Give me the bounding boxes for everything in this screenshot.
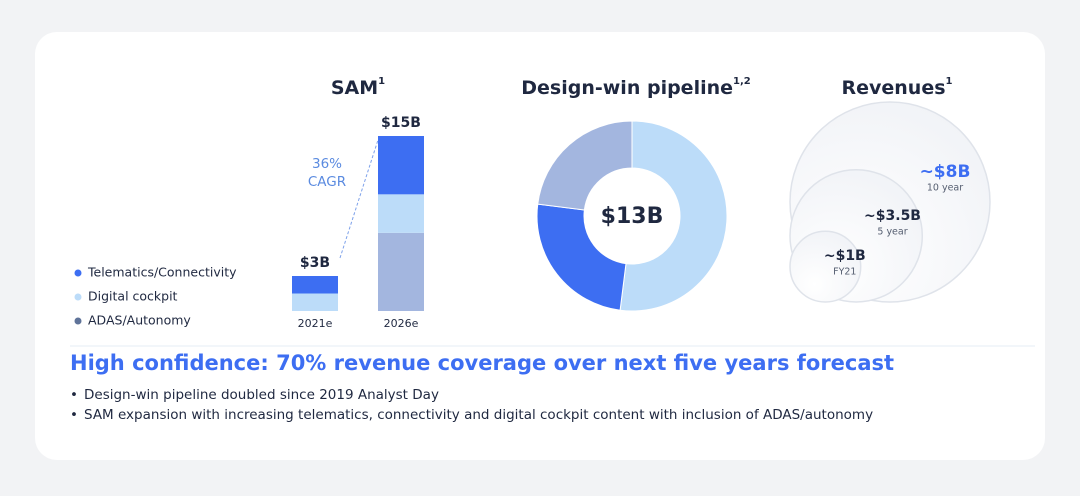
value-label: ~$8B (920, 162, 971, 182)
x-tick-label: 2021e (298, 317, 333, 330)
bullet-dot: • (70, 387, 78, 403)
title-sup: 1 (378, 76, 385, 87)
chart-title: Revenues1 (841, 76, 952, 99)
x-tick-label: 2026e (384, 317, 419, 330)
chart-title: Design-win pipeline1,2 (521, 76, 751, 99)
sublabel: 10 year (927, 183, 963, 194)
legend-label: Telematics/Connectivity (87, 265, 237, 280)
donut-slice (536, 203, 627, 311)
title-sup: 1 (946, 76, 953, 87)
bullet-dot: • (70, 407, 78, 423)
bullet: Design-win pipeline doubled since 2019 A… (84, 387, 439, 403)
legend-marker (74, 269, 82, 277)
value-label: ~$1B (824, 248, 866, 264)
legend-label: ADAS/Autonomy (88, 313, 191, 328)
title-text: Revenues (841, 77, 945, 99)
total-label: $15B (381, 115, 421, 131)
value-label: ~$3.5B (864, 208, 921, 224)
cagr-arrow (339, 139, 379, 259)
donut-slice (619, 120, 728, 312)
card (35, 32, 1045, 460)
bar-segment (378, 136, 424, 195)
donut-slice (537, 120, 633, 211)
cagr-label: CAGR (308, 174, 346, 190)
sublabel: FY21 (833, 267, 856, 278)
title-sup: 1,2 (733, 76, 751, 87)
bar-segment (378, 232, 424, 311)
title-text: SAM (331, 77, 378, 99)
legend-marker (74, 293, 82, 301)
cagr-label: 36% (312, 156, 342, 172)
total-label: $3B (300, 255, 330, 271)
bar-segment (378, 194, 424, 233)
legend-label: Digital cockpit (88, 289, 178, 304)
revenue-circle (789, 230, 862, 303)
chart-title: SAM1 (331, 76, 385, 99)
bar-segment (292, 276, 338, 294)
legend-marker (74, 317, 82, 325)
sublabel: 5 year (877, 227, 907, 238)
headline: High confidence: 70% revenue coverage ov… (70, 351, 894, 375)
title-text: Design-win pipeline (521, 77, 733, 99)
bullet: SAM expansion with increasing telematics… (84, 407, 873, 423)
center-label: $13B (601, 204, 664, 229)
bar-segment (292, 293, 338, 311)
